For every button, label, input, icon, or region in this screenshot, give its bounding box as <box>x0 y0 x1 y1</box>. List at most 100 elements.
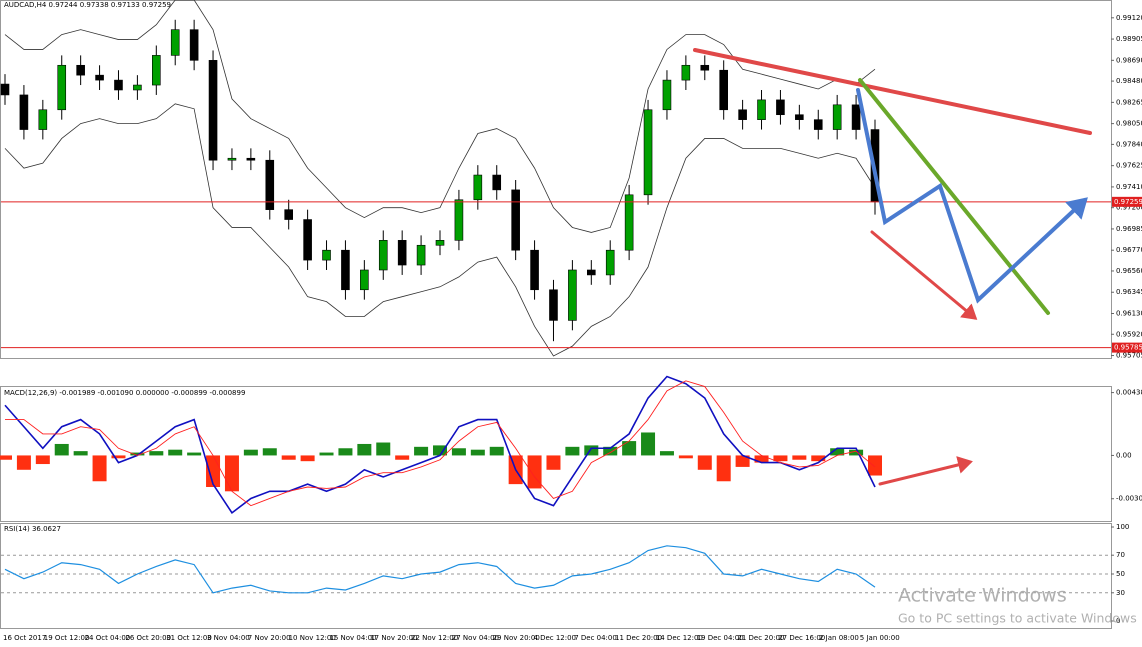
time-label: 11 Dec 20:00 <box>615 634 662 642</box>
time-label: 19 Dec 04:00 <box>697 634 744 642</box>
candle-body <box>378 240 388 271</box>
drawings <box>693 48 1092 486</box>
histogram-bar <box>868 455 882 476</box>
histogram-bar <box>527 455 542 489</box>
candle-body <box>473 174 483 201</box>
y-tick-label: -0.003018 <box>1116 495 1142 503</box>
candle-body <box>0 83 10 96</box>
projection-arrow <box>870 230 978 320</box>
time-label: 7 Dec 04:00 <box>574 634 617 642</box>
candle-body <box>454 199 464 241</box>
histogram-bar <box>206 455 221 487</box>
histogram-bar <box>243 449 258 456</box>
histogram-bar <box>565 446 580 456</box>
candle-body <box>38 109 48 130</box>
bollinger-band <box>4 0 876 233</box>
candle-body <box>700 64 710 71</box>
macd-line <box>4 375 876 514</box>
y-tick-label: 0.98905 <box>1116 35 1142 43</box>
candle-body <box>681 64 691 81</box>
candle-body <box>643 109 653 196</box>
time-label: 17 Nov 20:00 <box>370 634 417 642</box>
candle-body <box>416 244 426 266</box>
y-tick-label: 70 <box>1116 551 1125 559</box>
candle-body <box>322 249 331 261</box>
time-label: 15 Nov 04:00 <box>329 634 376 642</box>
candle-body <box>832 104 842 130</box>
histogram-bar <box>735 455 750 467</box>
candle-body <box>587 269 596 276</box>
watermark-title: Activate Windows <box>898 585 1067 607</box>
candle-body <box>114 79 123 91</box>
y-tick-label: 30 <box>1116 589 1125 597</box>
time-label: 3 Nov 04:00 <box>207 634 250 642</box>
price-label: 0.97259 <box>1114 198 1142 206</box>
candle-body <box>95 74 104 81</box>
histogram-bar <box>546 455 561 470</box>
time-label: 27 Dec 16:00 <box>778 634 825 642</box>
candle-body <box>738 109 747 120</box>
histogram-bar <box>433 445 447 456</box>
trend-line <box>693 48 1092 135</box>
histogram-bar <box>792 455 807 460</box>
histogram-bar <box>357 443 372 456</box>
y-tick-label: 100 <box>1116 523 1129 531</box>
macd-line <box>5 380 876 507</box>
candle-body <box>303 219 312 261</box>
rsi-line <box>4 545 876 594</box>
histogram-bar <box>73 451 88 456</box>
histogram-bar <box>395 455 410 460</box>
candle-body <box>624 194 634 251</box>
histogram-bar <box>300 455 315 462</box>
candle-body <box>492 174 502 191</box>
time-label: 26 Oct 20:00 <box>125 634 171 642</box>
candle-body <box>341 249 350 291</box>
projection-arrow <box>878 456 973 486</box>
candle-body <box>813 119 823 130</box>
panel-frames <box>0 0 1112 629</box>
candle-body <box>133 84 142 91</box>
price-label-box <box>1112 196 1142 207</box>
panel-title: MACD(12,26,9) -0.001989 -0.001090 0.0000… <box>4 389 245 397</box>
time-label: 21 Dec 20:00 <box>737 634 784 642</box>
histogram-bar <box>697 455 712 470</box>
time-label: 31 Oct 12:00 <box>166 634 212 642</box>
histogram-bar <box>414 446 429 456</box>
histogram-bar <box>224 455 239 492</box>
candle-body <box>360 269 369 291</box>
y-tick-label: 0.96345 <box>1116 288 1142 296</box>
histogram-bar <box>622 441 637 456</box>
y-tick-label: 0 <box>1116 617 1120 625</box>
histogram-bar <box>659 451 674 456</box>
candle-body <box>189 29 199 61</box>
histogram-bar <box>451 448 466 456</box>
candle-body <box>284 209 293 220</box>
time-label: 14 Dec 12:00 <box>656 634 703 642</box>
histogram-bar <box>489 446 504 456</box>
projection-arrow <box>856 88 1088 304</box>
histogram-bar <box>678 455 693 459</box>
candle-body <box>662 79 672 111</box>
time-label: 29 Nov 20:00 <box>493 634 540 642</box>
histogram-bar <box>641 432 656 456</box>
histogram-bar <box>111 455 126 459</box>
time-label: 4 Dec 12:00 <box>533 634 576 642</box>
histogram-bar <box>811 455 826 462</box>
histogram-bar <box>16 455 31 470</box>
candle-body <box>170 29 180 56</box>
histogram-bar <box>168 449 183 456</box>
candle-body <box>152 55 161 86</box>
histogram-bar <box>319 452 334 456</box>
time-label: 19 Oct 12:00 <box>44 634 90 642</box>
candle-body <box>605 249 615 276</box>
time-label: 16 Oct 2017 <box>3 634 46 642</box>
candle-body <box>265 159 275 210</box>
macd-panel <box>0 386 1112 522</box>
